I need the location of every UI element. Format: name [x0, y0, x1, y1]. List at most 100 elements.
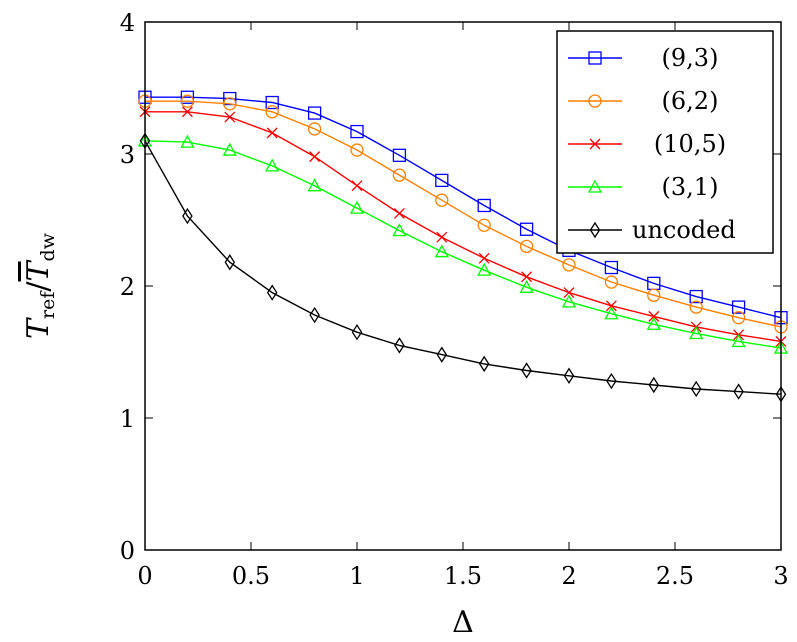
data-point-diamond [733, 383, 744, 400]
data-point-diamond [182, 207, 193, 225]
legend-entry: (3,1) [568, 173, 718, 201]
data-point-diamond [690, 380, 702, 398]
data-point-circle [689, 300, 703, 314]
data-point-circle [180, 94, 195, 108]
legend-entry: uncoded [568, 216, 736, 244]
data-point-triangle [349, 200, 365, 214]
ticks-layer: 0 0.5 1 1.5 2 2.5 3 0 1 2 3 4 [120, 9, 789, 590]
y-tick-label: 1 [120, 405, 135, 433]
data-point-square [519, 222, 534, 236]
data-point-diamond [309, 306, 320, 324]
x-tick-label: 0 [137, 562, 152, 590]
legend-entry: (10,5) [568, 130, 726, 158]
data-point-cross [605, 300, 617, 312]
data-point-triangle [587, 179, 603, 193]
y-axis-label-denom-sub: dw [37, 232, 59, 261]
x-tick-label: 2 [561, 562, 576, 590]
data-point-diamond [521, 362, 532, 379]
data-point-cross [478, 252, 490, 264]
data-point-square [307, 106, 322, 120]
data-point-diamond [478, 355, 490, 373]
data-point-circle [265, 105, 279, 119]
data-point-circle [647, 288, 661, 302]
data-point-triangle [265, 158, 280, 172]
x-tick-label: 2.5 [656, 562, 694, 590]
data-point-square [689, 289, 703, 304]
legend-entry: (6,2) [568, 87, 718, 115]
legend-entry: (9,3) [568, 44, 718, 72]
data-point-triangle [604, 306, 619, 320]
data-point-cross [393, 207, 405, 219]
y-axis-label-denom: T [21, 259, 56, 281]
data-point-circle [307, 122, 322, 136]
data-point-triangle [646, 316, 661, 330]
data-point-square [604, 260, 619, 275]
x-axis-label: Δ [452, 605, 474, 640]
data-point-circle [477, 218, 491, 232]
y-axis-label-main: T [21, 317, 56, 339]
series-4 [139, 132, 787, 403]
legend-label: (6,2) [662, 87, 719, 115]
y-tick-label: 4 [120, 9, 135, 37]
data-point-triangle [307, 178, 322, 192]
data-point-cross [181, 106, 193, 118]
data-point-triangle [731, 334, 746, 348]
data-point-circle [562, 258, 576, 272]
data-point-cross [436, 231, 448, 243]
data-point-diamond [563, 367, 575, 384]
y-axis-label: Tref/Tdw [21, 232, 59, 339]
series-layer [137, 90, 789, 403]
data-point-circle [350, 143, 364, 157]
data-point-square [731, 300, 746, 314]
data-point-circle [223, 97, 237, 111]
data-point-square [223, 91, 237, 106]
data-point-diamond [351, 323, 363, 341]
data-point-diamond [589, 221, 601, 239]
data-point-triangle [222, 142, 237, 156]
legend-label: (9,3) [662, 44, 719, 72]
data-point-diamond [648, 376, 660, 394]
data-point-circle [588, 94, 602, 108]
data-point-diamond [606, 372, 617, 390]
data-point-diamond [436, 346, 448, 363]
data-point-triangle [477, 262, 492, 276]
data-point-diamond [224, 254, 236, 271]
series-3 [137, 133, 789, 354]
data-point-cross [589, 138, 601, 150]
data-point-circle [604, 275, 619, 289]
data-point-circle [731, 311, 746, 325]
data-point-cross [309, 151, 321, 163]
data-point-square [265, 95, 279, 110]
series-line [145, 111, 782, 343]
data-point-cross [521, 271, 533, 283]
series-line [145, 100, 782, 328]
data-point-diamond [394, 337, 405, 354]
y-tick-label: 2 [120, 273, 135, 301]
data-point-square [477, 198, 491, 213]
data-point-triangle [392, 223, 407, 237]
y-tick-label: 0 [120, 537, 135, 565]
x-tick-label: 1 [349, 562, 364, 590]
y-axis-label-sub: ref [37, 290, 59, 319]
x-tick-label: 1.5 [444, 562, 482, 590]
data-point-triangle [689, 326, 704, 340]
y-axis-label-slash: / [21, 281, 56, 292]
data-point-circle [435, 193, 449, 207]
data-point-cross [266, 127, 278, 139]
data-point-circle [519, 239, 534, 254]
legend-label: uncoded [632, 216, 736, 244]
data-point-square [392, 148, 407, 162]
data-point-cross [224, 111, 236, 123]
data-point-square [435, 173, 449, 188]
data-point-cross [648, 310, 660, 322]
series-line [145, 96, 782, 319]
legend-label: (10,5) [654, 130, 726, 158]
y-tick-label: 3 [120, 141, 135, 169]
series-line [144, 140, 782, 395]
data-point-square [180, 90, 195, 104]
data-point-triangle [180, 134, 195, 148]
x-tick-label: 0.5 [232, 562, 270, 590]
data-point-square [350, 124, 364, 139]
data-point-triangle [561, 294, 577, 308]
